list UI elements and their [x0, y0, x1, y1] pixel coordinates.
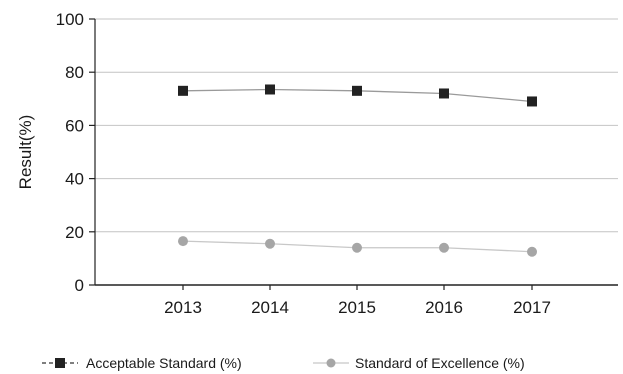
legend-marker-circle	[326, 358, 336, 368]
y-tick-label: 40	[65, 170, 84, 189]
data-point-square	[265, 84, 275, 95]
y-tick-label: 20	[65, 223, 84, 242]
legend-label: Acceptable Standard (%)	[86, 355, 242, 371]
y-axis-title: Result(%)	[16, 115, 35, 190]
gridlines	[95, 18, 618, 233]
series-1	[178, 84, 537, 107]
axes	[89, 18, 618, 290]
data-point-circle	[265, 238, 275, 249]
data-point-circle	[178, 236, 188, 247]
x-tick-label: 2016	[425, 298, 463, 317]
data-point-circle	[439, 242, 449, 253]
legend: Acceptable Standard (%) Standard of Excel…	[42, 355, 525, 371]
x-tick-label: 2014	[251, 298, 289, 317]
y-tick-labels: 0 20 40 60 80 100	[56, 10, 84, 295]
x-tick-labels: 2013 2014 2015 2016 2017	[164, 298, 551, 317]
x-tick-label: 2015	[338, 298, 376, 317]
series-2	[178, 236, 537, 257]
series-layer	[178, 84, 537, 257]
y-tick-label: 60	[65, 116, 84, 135]
legend-marker-square	[55, 358, 65, 368]
data-point-square	[178, 85, 188, 96]
data-point-square	[352, 85, 362, 96]
data-point-square	[527, 96, 537, 107]
data-point-square	[439, 88, 449, 99]
data-point-circle	[352, 242, 362, 253]
data-point-circle	[527, 246, 537, 257]
y-tick-label: 0	[75, 276, 84, 295]
x-tick-label: 2013	[164, 298, 202, 317]
y-tick-label: 80	[65, 63, 84, 82]
legend-item-1: Acceptable Standard (%)	[42, 355, 242, 371]
x-tick-label: 2017	[513, 298, 551, 317]
legend-label: Standard of Excellence (%)	[355, 355, 525, 371]
legend-item-2: Standard of Excellence (%)	[313, 355, 525, 371]
y-tick-label: 100	[56, 10, 84, 29]
